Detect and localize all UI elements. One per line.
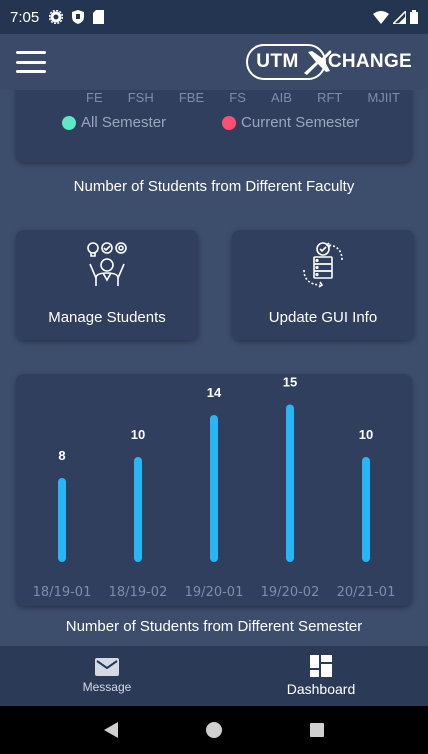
logo-text-change: CHANGE [327, 51, 412, 72]
faculty-label: FBE [178, 90, 205, 105]
signal-icon [393, 10, 406, 24]
semester-bar-chart: 8 18/19-01 10 18/19-02 14 19/20-01 15 19/20-02 1… [33, 375, 396, 601]
home-circle-icon [205, 722, 222, 738]
bar-value-label: 10 [359, 427, 373, 442]
recents-button[interactable] [297, 710, 337, 750]
legend-current-semester[interactable]: Current Semester [222, 114, 359, 131]
faculty-chart-card: FE FSH FBE FS AIB RFT MJIIT All Semester… [16, 90, 412, 162]
x-tick-label: 19/20-02 [261, 585, 320, 600]
logo-text-utm: UTM [256, 51, 299, 72]
faculty-chart-legend: All Semester Current Semester [62, 114, 359, 131]
chart-bar[interactable] [286, 404, 294, 563]
legend-dot [222, 115, 237, 130]
app-bar: UTM CHANGE [0, 34, 428, 90]
faculty-axis-labels: FE FSH FBE FS AIB RFT MJIIT [86, 90, 400, 105]
shield-icon [72, 10, 85, 24]
bar-value-label: 8 [58, 448, 65, 463]
update-gui-info-label: Update GUI Info [268, 309, 378, 326]
nav-dashboard[interactable]: Dashboard [214, 646, 428, 706]
bar-value-label: 15 [283, 375, 297, 390]
nav-message-label: Message [82, 680, 132, 694]
faculty-chart-caption: Number of Students from Different Facult… [73, 178, 355, 195]
dashboard-icon [310, 655, 332, 677]
utmxchange-logo: UTM CHANGE [246, 42, 412, 82]
legend-dot [62, 115, 76, 130]
system-navigation-bar [0, 706, 428, 754]
bar-value-label: 10 [131, 427, 145, 442]
legend-label: All Semester [81, 114, 167, 131]
manage-students-label: Manage Students [48, 309, 166, 326]
settings-icon [49, 10, 64, 24]
nav-dashboard-label: Dashboard [286, 681, 356, 697]
legend-all-semester[interactable]: All Semester [62, 114, 166, 131]
dashboard-content[interactable]: FE FSH FBE FS AIB RFT MJIIT All Semester… [0, 90, 428, 646]
status-bar: 7:05 [0, 0, 428, 34]
chart-bar[interactable] [210, 415, 218, 562]
nav-message[interactable]: Message [0, 646, 214, 706]
bar-value-label: 14 [207, 385, 222, 400]
legend-label: Current Semester [241, 114, 360, 131]
mail-icon [95, 658, 119, 676]
status-time: 7:05 [10, 8, 40, 26]
hamburger-menu-icon[interactable] [16, 51, 46, 73]
wifi-icon [373, 10, 389, 24]
x-tick-label: 19/20-01 [185, 585, 244, 600]
chart-bar[interactable] [134, 457, 142, 562]
back-button[interactable] [91, 710, 131, 750]
x-tick-label: 18/19-01 [33, 585, 92, 600]
recents-square-icon [309, 723, 324, 737]
faculty-label: FSH [127, 90, 154, 105]
faculty-label: FE [86, 90, 103, 105]
chart-bar[interactable] [362, 457, 370, 562]
faculty-label: FS [229, 90, 246, 105]
manage-students-icon [87, 242, 127, 286]
home-button[interactable] [194, 710, 234, 750]
system-status-icons [373, 10, 418, 24]
battery-icon [410, 10, 418, 24]
x-tick-label: 20/21-01 [337, 585, 396, 600]
sd-card-icon [93, 10, 105, 24]
bottom-navigation: Message Dashboard [0, 646, 428, 706]
semester-chart-card: 8 18/19-01 10 18/19-02 14 19/20-01 15 19/20-02 1… [16, 374, 412, 606]
logo-pill: UTM [246, 44, 332, 80]
faculty-label: AIB [270, 90, 292, 105]
chart-bar[interactable] [58, 478, 66, 562]
back-triangle-icon [104, 722, 119, 738]
faculty-label: MJIIT [367, 90, 400, 105]
notification-icons [49, 10, 105, 24]
faculty-label: RFT [317, 90, 343, 105]
update-gui-info-button[interactable]: Update GUI Info [232, 230, 414, 340]
server-sync-icon [303, 242, 343, 288]
airplane-icon [303, 50, 332, 75]
semester-chart-caption: Number of Students from Different Semest… [65, 618, 363, 635]
manage-students-button[interactable]: Manage Students [16, 230, 198, 340]
x-tick-label: 18/19-02 [109, 585, 168, 600]
